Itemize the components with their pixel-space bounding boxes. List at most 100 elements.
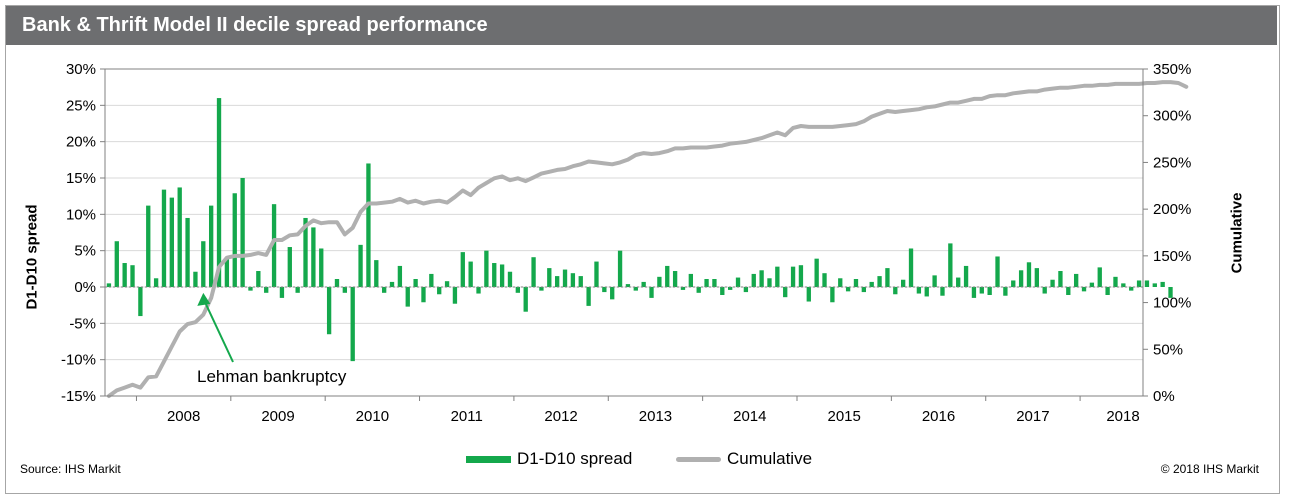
- bar: [1081, 287, 1087, 292]
- bar: [138, 287, 143, 317]
- bar: [539, 287, 544, 291]
- bar: [1168, 287, 1173, 298]
- copyright-note: © 2018 IHS Markit: [1160, 462, 1259, 476]
- y-tick-label: 0%: [74, 279, 96, 296]
- source-note: Source: IHS Markit: [20, 462, 121, 476]
- bar: [814, 258, 819, 287]
- bar: [146, 205, 151, 287]
- y-tick-label: -15%: [61, 388, 96, 405]
- bar: [562, 269, 568, 287]
- plot-frame: [104, 68, 1144, 397]
- legend-item-cumulative: Cumulative: [676, 449, 812, 469]
- bar: [232, 193, 237, 287]
- bar: [680, 287, 686, 290]
- bar: [783, 287, 788, 298]
- bar: [751, 273, 756, 287]
- bar: [861, 287, 867, 293]
- grid-lines: [105, 104, 1143, 361]
- y-tick-label: 10%: [66, 206, 96, 223]
- bar: [720, 287, 725, 295]
- bar: [916, 287, 922, 294]
- bar: [1034, 268, 1040, 287]
- bar: [1026, 262, 1032, 287]
- bar: [177, 187, 182, 287]
- bar: [979, 287, 984, 294]
- bar: [1018, 270, 1024, 287]
- bar: [460, 252, 465, 287]
- bar: [1066, 287, 1071, 295]
- y2-tick-label: 350%: [1153, 61, 1191, 78]
- bar: [924, 287, 929, 297]
- bar: [641, 281, 646, 287]
- bar: [397, 265, 403, 287]
- chart-title: Bank & Thrift Model II decile spread per…: [6, 6, 1277, 45]
- bar: [271, 204, 277, 287]
- legend-label-spread: D1-D10 spread: [517, 449, 633, 468]
- bar: [366, 163, 371, 287]
- bar: [122, 263, 127, 287]
- bar: [948, 243, 953, 287]
- y-tick-label: 30%: [66, 61, 96, 78]
- y-tick-label: -5%: [69, 315, 96, 332]
- bar: [727, 287, 733, 290]
- bar: [570, 273, 576, 287]
- bar: [444, 281, 450, 287]
- bar-series: [106, 98, 1173, 362]
- bar: [153, 278, 159, 287]
- bar: [499, 264, 505, 287]
- bar: [374, 260, 379, 287]
- bar: [822, 273, 827, 287]
- bar: [523, 287, 528, 312]
- bar: [554, 276, 560, 287]
- plot-border: [104, 68, 1144, 397]
- bar: [845, 287, 851, 292]
- bar: [287, 247, 292, 287]
- legend: D1-D10 spread Cumulative: [0, 449, 1291, 469]
- bar: [987, 287, 992, 295]
- bar: [161, 189, 167, 287]
- bar: [295, 287, 300, 293]
- bar: [185, 217, 190, 287]
- bar: [610, 287, 615, 300]
- bar: [633, 287, 638, 291]
- bar: [893, 287, 898, 295]
- y-ticks-right: 0% 50% 100% 150% 200% 250% 300% 350%: [1143, 61, 1191, 405]
- bar: [1042, 287, 1047, 294]
- bar: [169, 197, 175, 287]
- bar: [735, 277, 741, 287]
- bar: [594, 261, 599, 287]
- bar: [256, 271, 261, 287]
- bar: [484, 250, 489, 287]
- bar: [625, 284, 631, 287]
- y2-tick-label: 300%: [1153, 108, 1191, 125]
- bar: [1058, 271, 1063, 287]
- bar: [240, 178, 245, 287]
- bar: [932, 275, 937, 287]
- x-tick-label: 2011: [451, 408, 483, 425]
- annotation-arrow-line: [204, 302, 234, 363]
- x-tick-label: 2009: [261, 408, 294, 425]
- bar: [877, 276, 882, 287]
- bar: [1129, 287, 1134, 291]
- cumulative-series: [106, 80, 1189, 398]
- bar: [853, 279, 859, 287]
- annotation: Lehman bankruptcy: [197, 292, 347, 386]
- bar: [264, 287, 269, 293]
- x-tick-label: 2017: [1016, 408, 1049, 425]
- y2-tick-label: 250%: [1153, 154, 1191, 171]
- bar: [130, 265, 135, 287]
- y-tick-label: 25%: [66, 97, 96, 114]
- y-tick-label: -10%: [61, 352, 96, 369]
- bar: [586, 287, 591, 306]
- bar: [696, 287, 701, 293]
- bar: [578, 276, 583, 287]
- bar: [1144, 280, 1150, 287]
- bar: [114, 241, 119, 287]
- bar: [790, 266, 796, 287]
- bar: [759, 270, 764, 287]
- bar: [767, 278, 772, 287]
- bar: [413, 279, 418, 287]
- legend-label-cumulative: Cumulative: [727, 449, 813, 468]
- bar: [476, 287, 481, 294]
- bar: [326, 287, 332, 335]
